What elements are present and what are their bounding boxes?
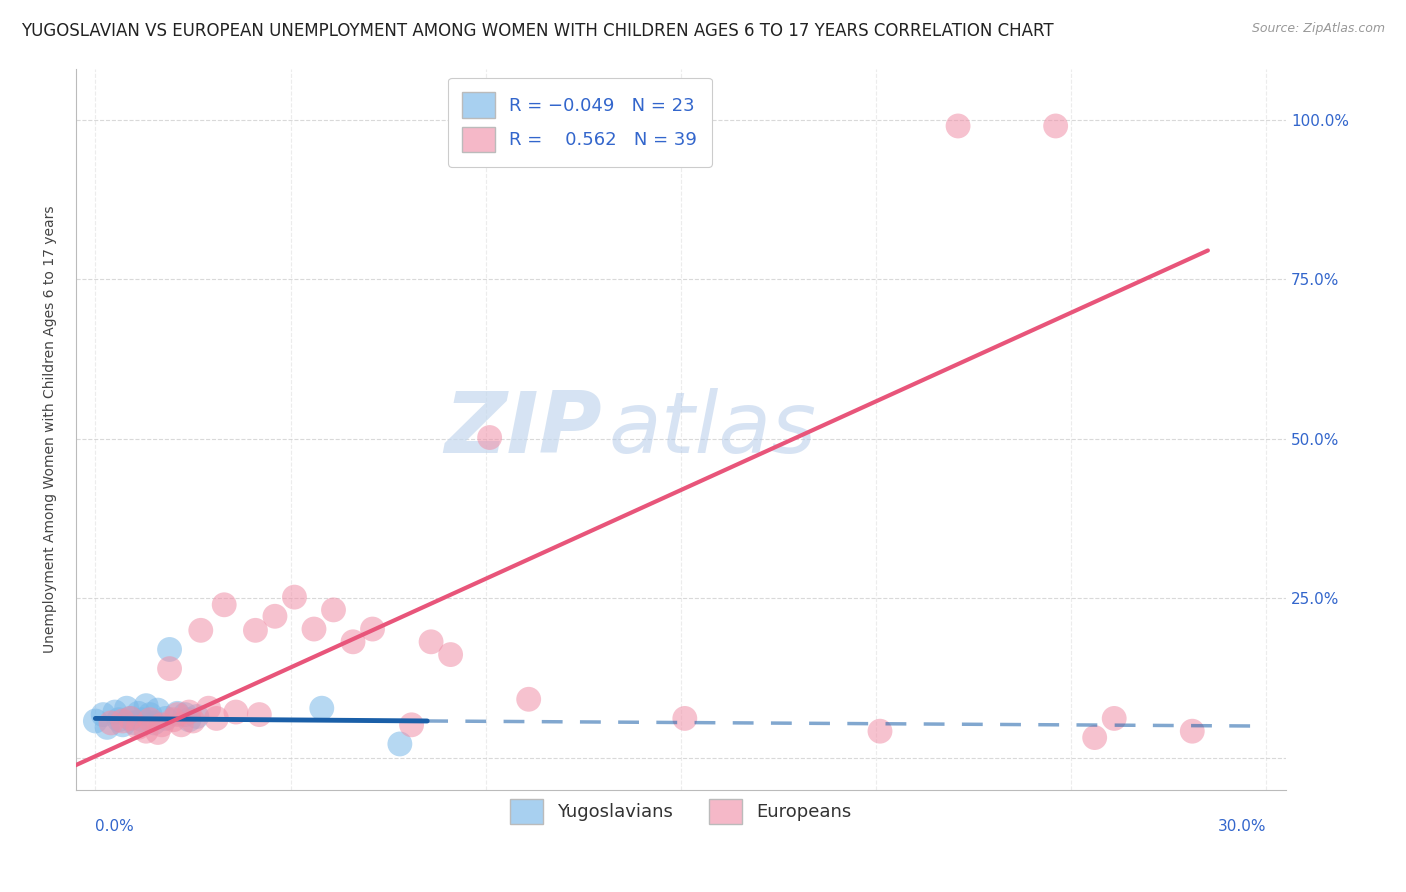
Point bbox=[150, 718, 173, 732]
Point bbox=[84, 714, 107, 728]
Point bbox=[108, 713, 131, 727]
Point bbox=[120, 711, 142, 725]
Point bbox=[869, 724, 891, 739]
Point bbox=[127, 706, 149, 721]
Text: 30.0%: 30.0% bbox=[1218, 819, 1267, 834]
Point bbox=[139, 713, 162, 727]
Point bbox=[177, 705, 200, 719]
Point bbox=[283, 590, 305, 604]
Point bbox=[115, 701, 138, 715]
Point bbox=[104, 705, 127, 719]
Point bbox=[166, 706, 188, 721]
Point bbox=[131, 713, 153, 727]
Point bbox=[478, 430, 501, 444]
Point bbox=[111, 714, 134, 728]
Point bbox=[190, 624, 212, 638]
Point bbox=[159, 662, 181, 676]
Point bbox=[225, 705, 247, 719]
Point bbox=[420, 635, 443, 649]
Point bbox=[245, 624, 267, 638]
Point bbox=[311, 701, 333, 715]
Point bbox=[155, 711, 177, 725]
Point bbox=[197, 701, 219, 715]
Point bbox=[177, 713, 200, 727]
Point bbox=[946, 119, 969, 133]
Point bbox=[135, 724, 157, 739]
Point bbox=[159, 642, 181, 657]
Point bbox=[212, 598, 235, 612]
Point bbox=[1045, 119, 1067, 133]
Point bbox=[162, 713, 184, 727]
Point bbox=[401, 718, 423, 732]
Point bbox=[205, 711, 228, 725]
Point bbox=[302, 622, 325, 636]
Text: 0.0%: 0.0% bbox=[96, 819, 134, 834]
Point bbox=[361, 622, 384, 636]
Point bbox=[139, 707, 162, 722]
Point bbox=[96, 720, 118, 734]
Point bbox=[124, 715, 146, 730]
Point bbox=[1181, 724, 1204, 739]
Point bbox=[264, 609, 287, 624]
Point bbox=[146, 725, 169, 739]
Point bbox=[146, 703, 169, 717]
Point bbox=[186, 709, 208, 723]
Point bbox=[1102, 711, 1125, 725]
Legend: Yugoslavians, Europeans: Yugoslavians, Europeans bbox=[503, 791, 859, 831]
Point bbox=[91, 707, 114, 722]
Point bbox=[181, 714, 204, 728]
Point bbox=[166, 707, 188, 722]
Point bbox=[120, 711, 142, 725]
Point bbox=[174, 707, 197, 722]
Point bbox=[135, 698, 157, 713]
Point bbox=[673, 711, 696, 725]
Point bbox=[517, 692, 540, 706]
Point bbox=[127, 720, 149, 734]
Point bbox=[170, 718, 193, 732]
Point bbox=[342, 635, 364, 649]
Point bbox=[388, 737, 411, 751]
Text: atlas: atlas bbox=[609, 388, 817, 471]
Text: Source: ZipAtlas.com: Source: ZipAtlas.com bbox=[1251, 22, 1385, 36]
Point bbox=[111, 718, 134, 732]
Y-axis label: Unemployment Among Women with Children Ages 6 to 17 years: Unemployment Among Women with Children A… bbox=[44, 205, 58, 653]
Text: YUGOSLAVIAN VS EUROPEAN UNEMPLOYMENT AMONG WOMEN WITH CHILDREN AGES 6 TO 17 YEAR: YUGOSLAVIAN VS EUROPEAN UNEMPLOYMENT AMO… bbox=[21, 22, 1053, 40]
Point bbox=[1084, 731, 1107, 745]
Point bbox=[100, 715, 122, 730]
Point bbox=[247, 707, 270, 722]
Point bbox=[142, 715, 165, 730]
Point bbox=[322, 603, 344, 617]
Point bbox=[439, 648, 461, 662]
Text: ZIP: ZIP bbox=[444, 388, 602, 471]
